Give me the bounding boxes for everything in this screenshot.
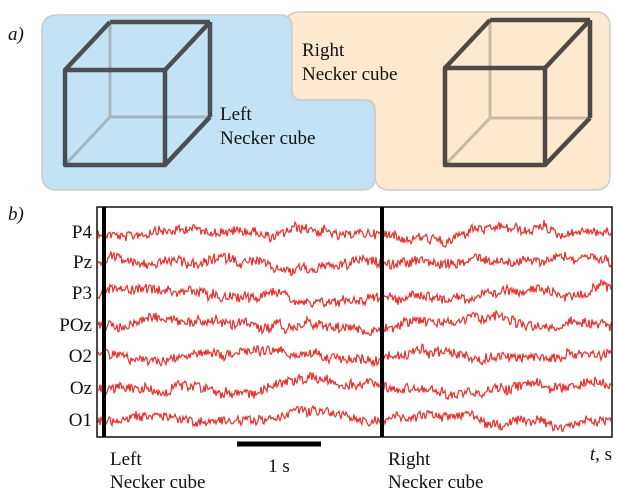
cube-label: Necker cube [302, 64, 397, 85]
cube-label: Necker cube [220, 128, 315, 149]
cube-label: Left [220, 104, 252, 125]
axis-var: t [590, 444, 596, 465]
plot-frame [96, 206, 613, 438]
left-cube [62, 19, 213, 168]
cube-label: Right [302, 40, 345, 61]
eeg-trace [97, 251, 612, 277]
eeg-trace [97, 404, 612, 432]
panel-label: b) [8, 204, 24, 225]
eeg-trace [97, 343, 612, 368]
channel-label: O2 [69, 346, 92, 367]
right-cube [442, 17, 593, 168]
channel-label: Oz [70, 378, 92, 399]
marker-label: Right [388, 449, 431, 470]
channel-label: O1 [69, 410, 92, 431]
marker-label: Left [110, 449, 142, 470]
axis-unit: , s [595, 444, 612, 465]
scale-bar-label: 1 s [268, 456, 290, 477]
channel-labels: P4 Pz P3 POz O2 Oz O1 [59, 222, 92, 431]
marker-label: Necker cube [110, 472, 205, 491]
channel-label: P4 [72, 222, 93, 243]
channel-label: P3 [72, 283, 92, 304]
channel-label: POz [59, 315, 92, 336]
traces [97, 219, 612, 432]
eeg-trace [97, 310, 612, 336]
marker-label: Necker cube [388, 472, 483, 491]
eeg-trace [97, 371, 612, 401]
axis-label: t, s [590, 444, 612, 465]
channel-label: Pz [73, 252, 92, 273]
eeg-trace [97, 219, 612, 248]
panel-label: a) [8, 24, 24, 45]
eeg-trace [97, 278, 612, 309]
